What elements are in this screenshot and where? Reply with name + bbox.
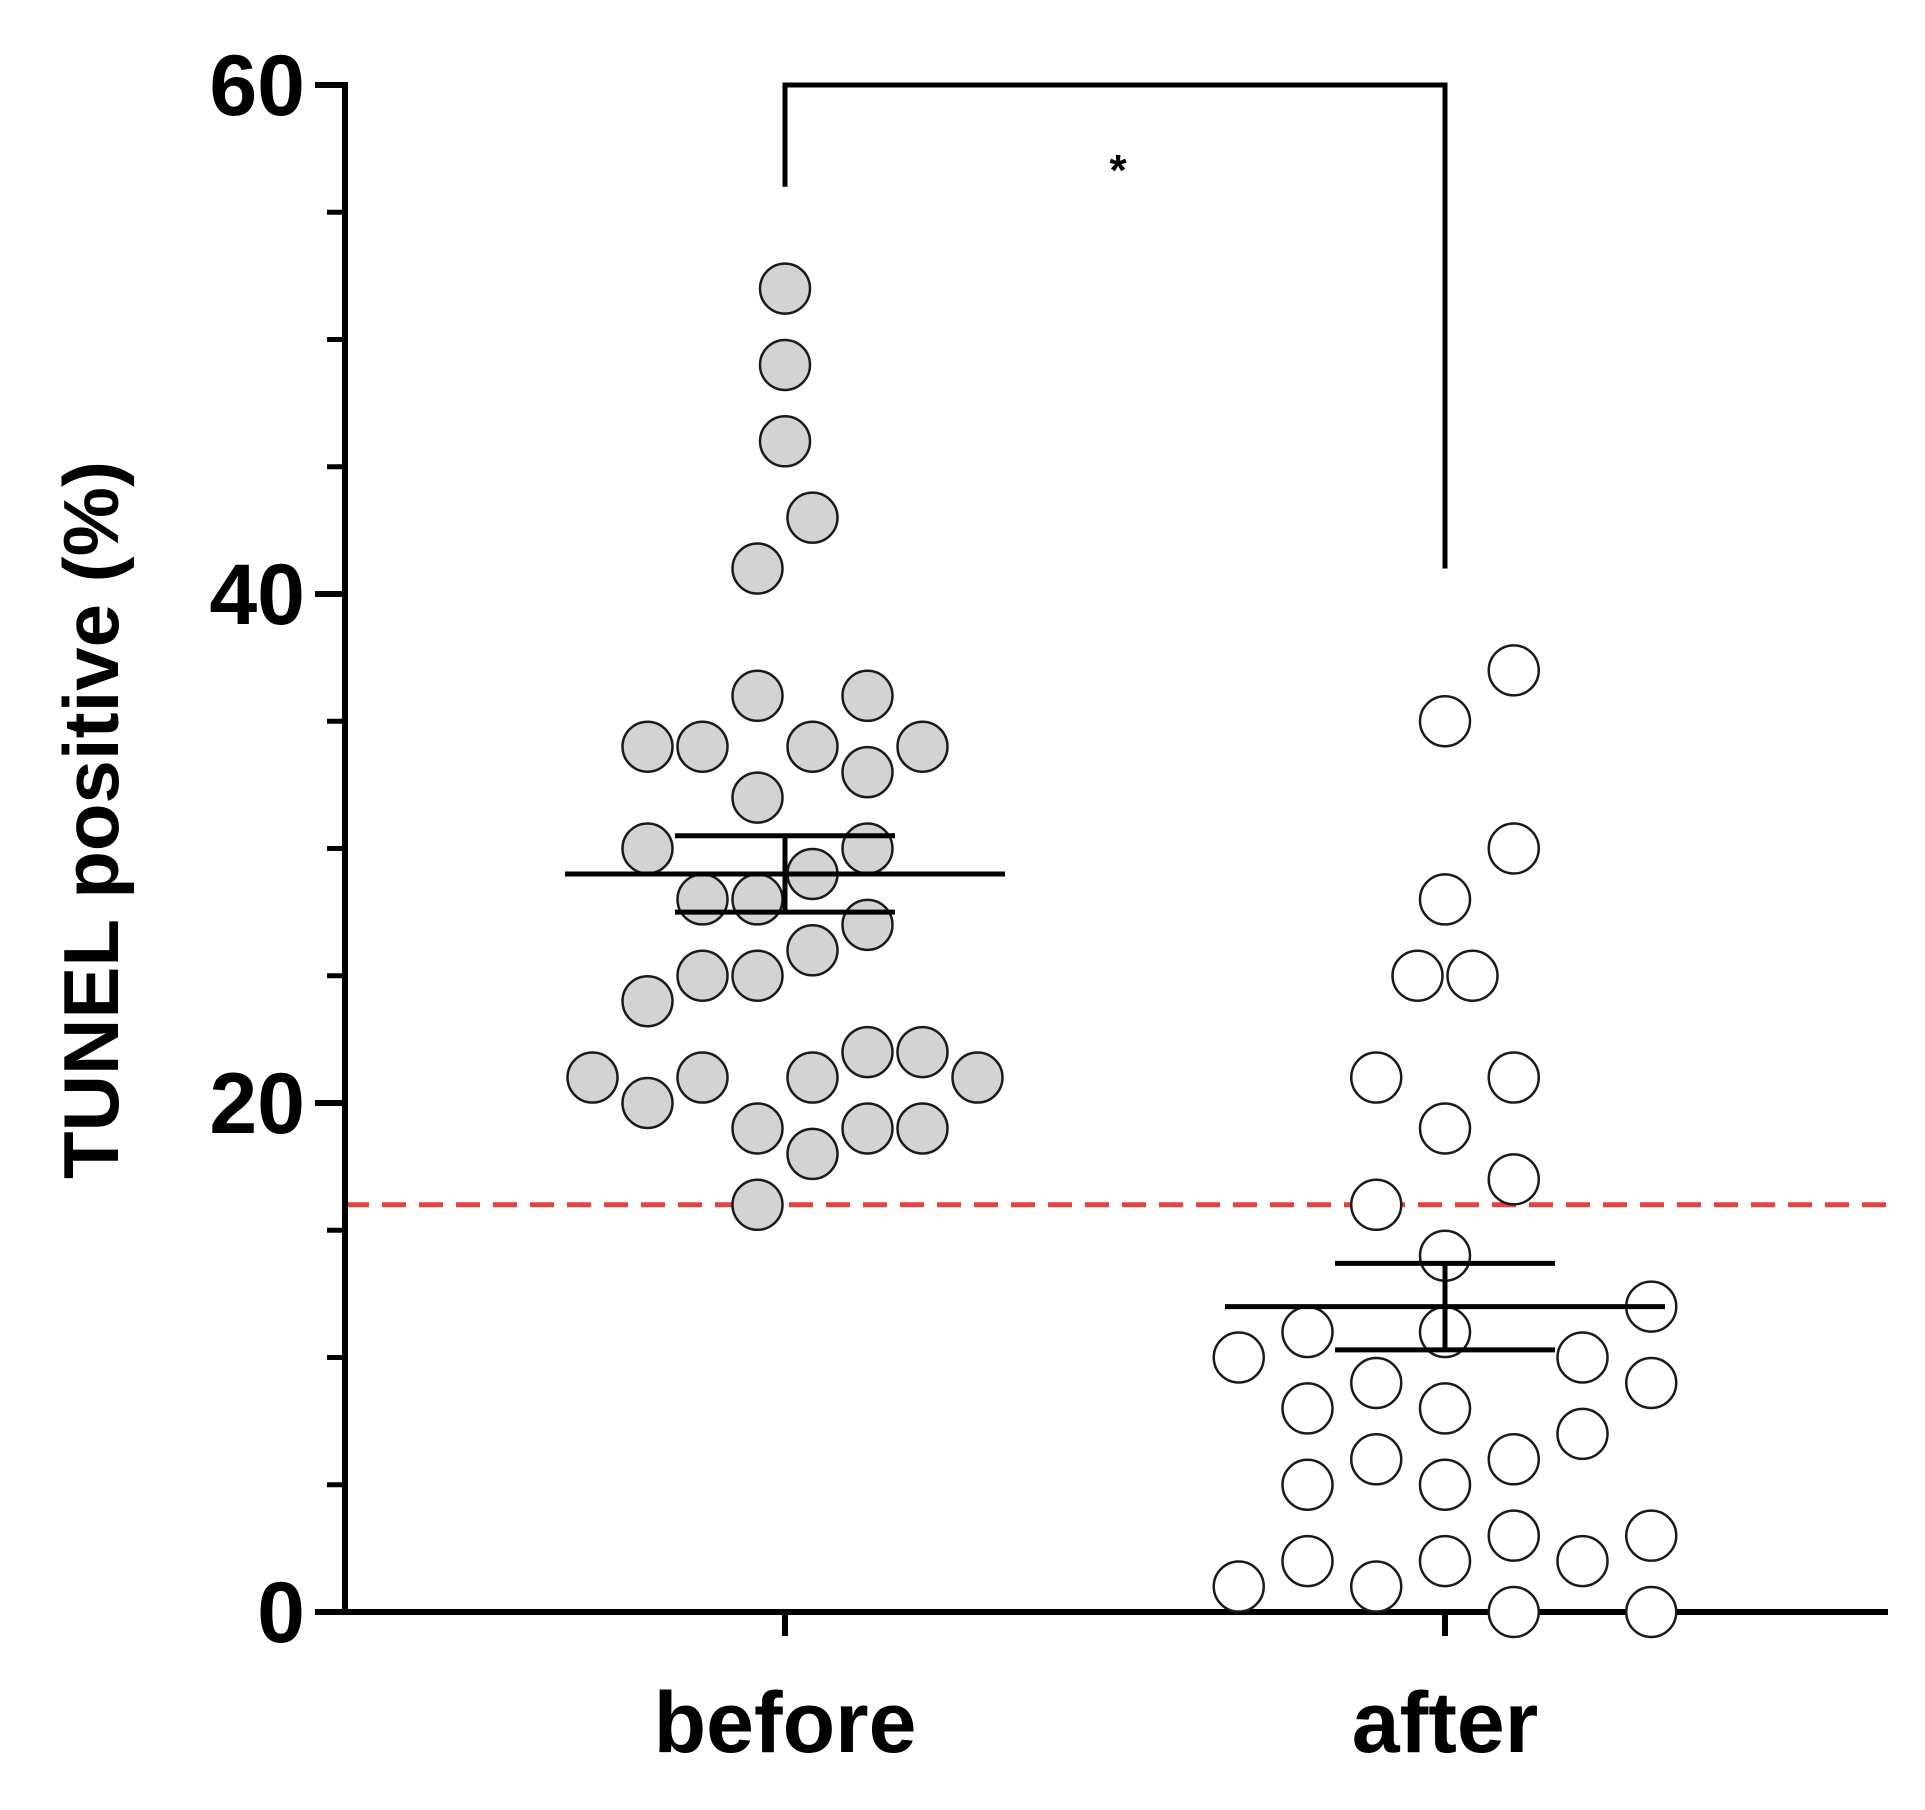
data-point-after [1350,1433,1403,1486]
data-point-before [731,542,784,595]
data-point-before [676,949,729,1002]
data-point-before [731,1178,784,1232]
data-point-before [841,898,894,952]
data-point-before [621,974,674,1028]
data-point-after [1350,1356,1403,1410]
data-point-before [841,1102,894,1155]
x-category-label-before: before [654,1675,917,1771]
data-point-before [786,1051,839,1104]
data-point-after [1556,1534,1609,1588]
data-point-before [896,1025,949,1079]
data-point-after [1212,1560,1265,1613]
data-point-after [1487,1509,1540,1562]
data-point-after [1212,1331,1265,1384]
data-point-before [676,1051,729,1104]
significance-layer: * [782,82,1448,569]
y-axis-title: TUNEL positive (%) [47,461,135,1179]
data-points-layer [566,262,1678,1639]
data-point-before [896,1102,949,1155]
data-point-before [731,1102,784,1155]
data-point-after [1487,1051,1540,1104]
data-point-after [1281,1305,1334,1359]
data-point-before [731,949,784,1002]
axes-layer: 0 20 40 60 [209,38,1888,1661]
data-point-before [841,745,894,799]
data-point-after [1625,1356,1678,1410]
data-point-before [731,771,784,824]
data-point-after [1418,1534,1472,1588]
data-point-before [758,262,812,315]
data-point-after [1556,1407,1609,1461]
data-point-after [1281,1458,1334,1511]
data-point-after [1281,1382,1334,1435]
error-bars-layer [565,833,1665,1353]
data-point-before [621,720,674,773]
data-point-after [1625,1585,1678,1639]
data-point-after [1487,1585,1540,1639]
data-point-before [676,873,729,926]
data-point-after [1487,1433,1540,1486]
data-point-after [1281,1534,1334,1588]
data-point-before [676,720,729,773]
data-point-after [1350,1178,1403,1232]
data-point-before [731,669,784,723]
y-tick-label: 40 [209,547,305,643]
y-tick-label: 0 [257,1565,305,1661]
data-point-after [1418,1458,1472,1511]
data-point-before [841,822,894,875]
significance-bracket [782,82,1448,569]
data-point-before [786,1127,839,1181]
data-point-after [1487,1153,1540,1206]
data-point-after [1418,873,1472,926]
data-point-before [566,1051,619,1104]
data-point-after [1625,1509,1678,1562]
data-point-after [1556,1331,1609,1384]
y-tick-label: 20 [209,1056,305,1152]
data-point-before [786,924,839,977]
data-point-before [896,720,949,773]
data-point-after [1487,644,1540,697]
data-point-before [758,415,812,468]
data-point-after [1350,1560,1403,1613]
data-point-before [951,1051,1004,1104]
data-point-after [1391,949,1444,1002]
x-category-label-after: after [1352,1675,1538,1771]
data-point-before [621,1076,674,1130]
significance-asterisk: * [1109,146,1127,195]
data-point-before [786,720,839,773]
data-point-before [621,822,674,875]
data-point-after [1418,695,1472,748]
data-point-before [841,1025,894,1079]
data-point-after [1487,822,1540,875]
data-point-before [731,873,784,926]
data-point-after [1418,1382,1472,1435]
data-point-before [841,669,894,723]
y-tick-label: 60 [209,38,305,134]
data-point-after [1418,1102,1472,1155]
data-point-after [1350,1051,1403,1104]
data-point-after [1446,949,1499,1002]
data-point-before [758,338,812,392]
data-point-before [786,491,839,544]
